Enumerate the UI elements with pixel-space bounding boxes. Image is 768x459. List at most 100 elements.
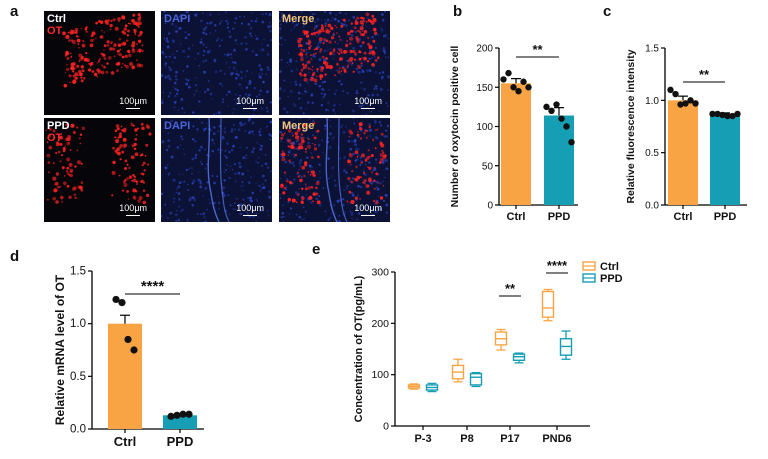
ot-cell (89, 63, 93, 67)
nucleus (168, 77, 172, 81)
nucleus (210, 21, 213, 24)
data-point (185, 410, 193, 418)
ot-cell (118, 146, 121, 149)
nucleus (360, 159, 362, 162)
ot-cell (137, 13, 141, 17)
nucleus (289, 149, 291, 152)
nucleus (365, 113, 368, 115)
nucleus (187, 33, 190, 36)
data-point (553, 101, 560, 108)
ot-cell (128, 51, 131, 54)
nucleus (264, 162, 268, 166)
nucleus (377, 195, 380, 198)
nucleus (293, 80, 297, 84)
ot-cell (339, 48, 343, 52)
x-tick-label: Ctrl (674, 211, 693, 223)
nucleus (335, 212, 337, 214)
nucleus (261, 13, 264, 16)
nucleus (380, 27, 382, 30)
ot-cell (362, 19, 365, 21)
nucleus (362, 98, 366, 102)
ot-cell (68, 195, 72, 199)
ot-cell (72, 131, 76, 134)
nucleus (228, 176, 231, 180)
ot-cell (312, 31, 316, 35)
ot-cell (60, 195, 64, 200)
ot-cell (297, 171, 299, 174)
nucleus (167, 139, 170, 142)
nucleus (219, 22, 221, 25)
y-axis-label: Relative fluorescence intensity (625, 49, 637, 203)
ot-cell (283, 132, 286, 135)
nucleus (347, 139, 351, 143)
nucleus (178, 198, 181, 201)
nucleus (287, 150, 291, 154)
nucleus (250, 176, 252, 179)
nucleus (190, 172, 193, 175)
ot-cell (310, 44, 312, 47)
x-tick-label: P8 (460, 433, 473, 445)
ot-cell (350, 163, 352, 166)
nucleus (363, 88, 366, 91)
nucleus (258, 64, 261, 67)
nucleus (184, 36, 188, 40)
ot-cell (305, 53, 308, 56)
ot-cell (307, 171, 310, 173)
ot-cell (319, 48, 323, 51)
nucleus (287, 123, 290, 127)
panel-label-c: c (603, 3, 612, 20)
ot-cell (365, 20, 368, 23)
nucleus (299, 106, 303, 110)
scale-bar: 100μm (119, 203, 147, 216)
ot-cell (359, 176, 363, 179)
nucleus (294, 13, 296, 15)
ot-cell (78, 185, 83, 190)
x-tick-label: P17 (500, 433, 520, 445)
nucleus (319, 176, 322, 179)
y-tick-label: 0 (487, 201, 493, 212)
nucleus (266, 210, 269, 212)
ot-cell (373, 179, 376, 182)
nucleus (217, 148, 220, 151)
nucleus (374, 46, 377, 50)
nucleus (167, 173, 170, 176)
nucleus (165, 75, 167, 77)
nucleus (261, 107, 264, 110)
nucleus (380, 124, 383, 127)
ventricle-edge (219, 118, 230, 222)
ot-cell (347, 159, 351, 164)
nucleus (181, 208, 184, 212)
ot-cell (138, 50, 142, 53)
nucleus (321, 81, 324, 84)
ot-cell (361, 30, 364, 32)
nucleus (192, 125, 195, 128)
nucleus (338, 80, 341, 83)
nucleus (282, 125, 286, 129)
ot-cell (367, 166, 369, 168)
ot-cell (83, 77, 86, 80)
nucleus (268, 68, 271, 71)
ot-cell (109, 28, 112, 31)
nucleus (245, 211, 248, 213)
nucleus (341, 40, 343, 43)
ot-cell (355, 165, 358, 169)
nucleus (322, 97, 324, 100)
nucleus (259, 190, 261, 192)
ot-cell (294, 131, 299, 136)
data-point (118, 299, 126, 307)
ot-cell (112, 160, 116, 165)
nucleus (289, 163, 291, 165)
nucleus (341, 22, 343, 25)
nucleus (173, 100, 177, 104)
nucleus (338, 220, 341, 222)
ot-cell (324, 73, 327, 76)
nucleus (246, 212, 249, 215)
nucleus (287, 52, 290, 54)
nucleus (237, 171, 241, 175)
nucleus (208, 202, 211, 205)
ot-cell (355, 27, 357, 30)
ot-cell (80, 181, 84, 184)
ot-cell (95, 21, 98, 25)
scale-bar-line (243, 108, 258, 109)
